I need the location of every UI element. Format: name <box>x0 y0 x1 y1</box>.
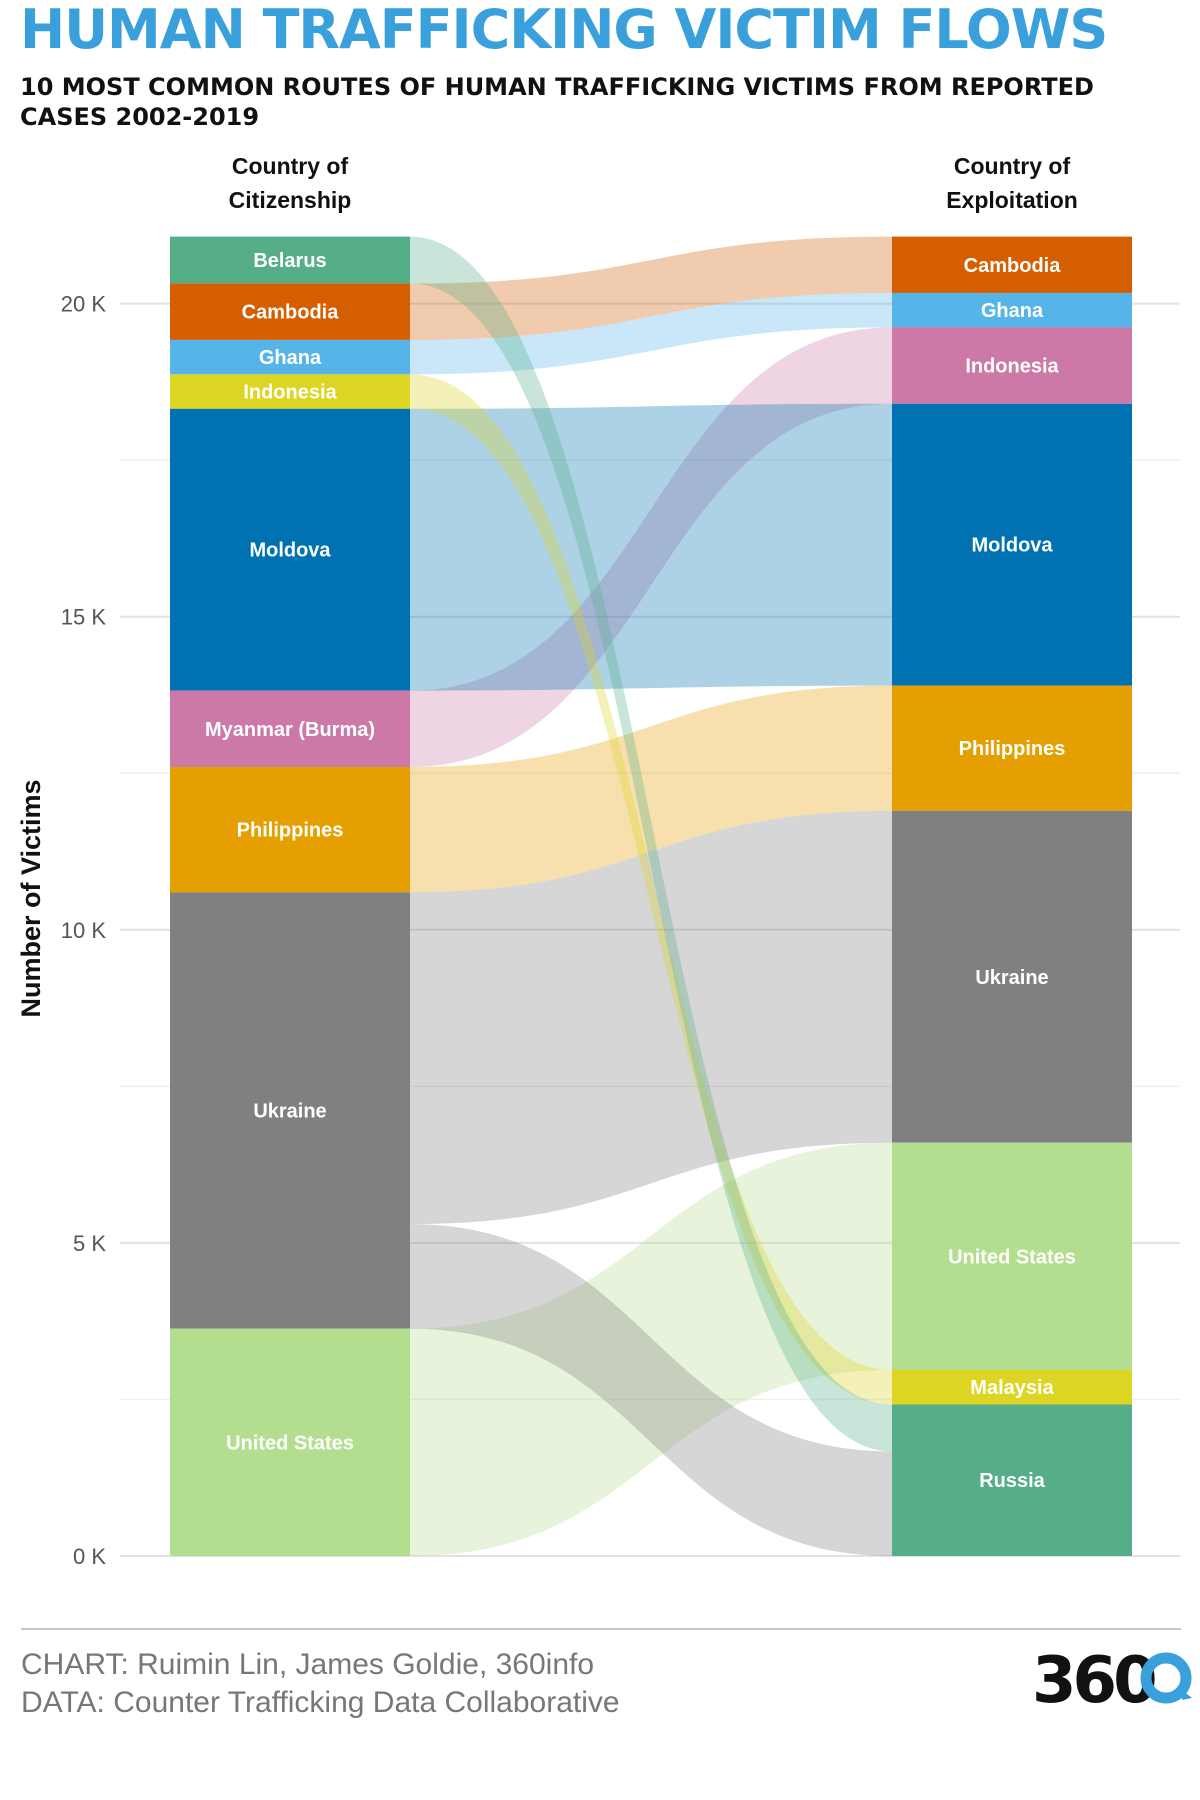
target-node <box>892 292 1132 328</box>
target-node <box>892 1370 1132 1405</box>
source-node-label: Ghana <box>259 347 322 369</box>
target-node-label: Malaysia <box>970 1377 1054 1399</box>
data-credit: DATA: Counter Trafficking Data Collabora… <box>21 1686 620 1719</box>
y-tick-label: 0 K <box>73 1544 106 1569</box>
target-node <box>892 327 1132 404</box>
source-node <box>170 408 410 691</box>
sankey-chart: 0 K 5 K 10 K 15 K 20 K Number of Victims Count… <box>16 153 1180 1569</box>
source-node <box>170 236 410 284</box>
flow-link <box>410 236 892 340</box>
flow-link <box>410 327 892 767</box>
flow-links <box>410 236 892 1556</box>
target-node-label: Philippines <box>959 738 1066 760</box>
labels: 0 K 5 K 10 K 15 K 20 K Number of Victims Count… <box>16 153 1078 1569</box>
target-node-label: Cambodia <box>964 255 1062 277</box>
target-node <box>892 403 1132 686</box>
flow-link <box>410 236 892 1452</box>
left-column-header: Country of <box>232 153 349 179</box>
flow-link <box>410 374 892 1405</box>
source-node-label: Myanmar (Burma) <box>205 719 375 741</box>
source-node-label: Ukraine <box>253 1100 326 1122</box>
flow-link <box>410 292 892 375</box>
target-node <box>892 810 1132 1143</box>
source-node-label: Philippines <box>237 820 344 842</box>
target-node-label: Ghana <box>981 300 1044 322</box>
logo-text: 360 <box>1032 1644 1158 1718</box>
target-node <box>892 236 1132 293</box>
flow-link <box>410 403 892 691</box>
footer-divider <box>21 1628 1181 1630</box>
chart-title: HUMAN TRAFFICKING VICTIM FLOWS <box>20 0 1108 61</box>
flow-link <box>410 810 892 1225</box>
source-node <box>170 339 410 375</box>
target-node-label: Russia <box>979 1470 1045 1492</box>
source-node-label: Moldova <box>249 540 331 562</box>
flow-link <box>410 685 892 893</box>
target-node-label: United States <box>948 1246 1076 1268</box>
target-node-label: Moldova <box>971 535 1053 557</box>
chart-credit: CHART: Ruimin Lin, James Goldie, 360info <box>21 1648 595 1681</box>
target-node-label: Indonesia <box>965 356 1059 378</box>
source-node <box>170 892 410 1329</box>
right-column-header: Country of <box>954 153 1071 179</box>
source-node-label: Belarus <box>253 250 326 272</box>
logo-360: 360 <box>1032 1644 1192 1718</box>
source-node <box>170 1328 410 1556</box>
source-node-label: Indonesia <box>243 382 337 404</box>
left-column-header: Citizenship <box>229 187 352 213</box>
chart-subtitle: 10 MOST COMMON ROUTES OF HUMAN TRAFFICKI… <box>20 73 1094 131</box>
target-node <box>892 1404 1132 1556</box>
y-tick-label: 5 K <box>73 1231 106 1256</box>
target-node <box>892 1142 1132 1371</box>
target-node <box>892 685 1132 811</box>
source-node <box>170 690 410 767</box>
source-node-label: United States <box>226 1432 354 1454</box>
logo-ring-icon <box>1140 1652 1192 1704</box>
flow-link <box>410 1142 892 1556</box>
target-node-label: Ukraine <box>975 967 1048 989</box>
source-node <box>170 374 410 409</box>
y-tick-label: 10 K <box>61 918 107 943</box>
y-axis-title: Number of Victims <box>16 779 46 1017</box>
nodes <box>170 236 1132 1556</box>
flow-link <box>410 1224 892 1556</box>
y-tick-label: 20 K <box>61 292 107 317</box>
source-node <box>170 766 410 893</box>
right-column-header: Exploitation <box>946 187 1078 213</box>
source-node-label: Cambodia <box>242 302 340 324</box>
y-tick-label: 15 K <box>61 605 107 630</box>
source-node <box>170 283 410 340</box>
